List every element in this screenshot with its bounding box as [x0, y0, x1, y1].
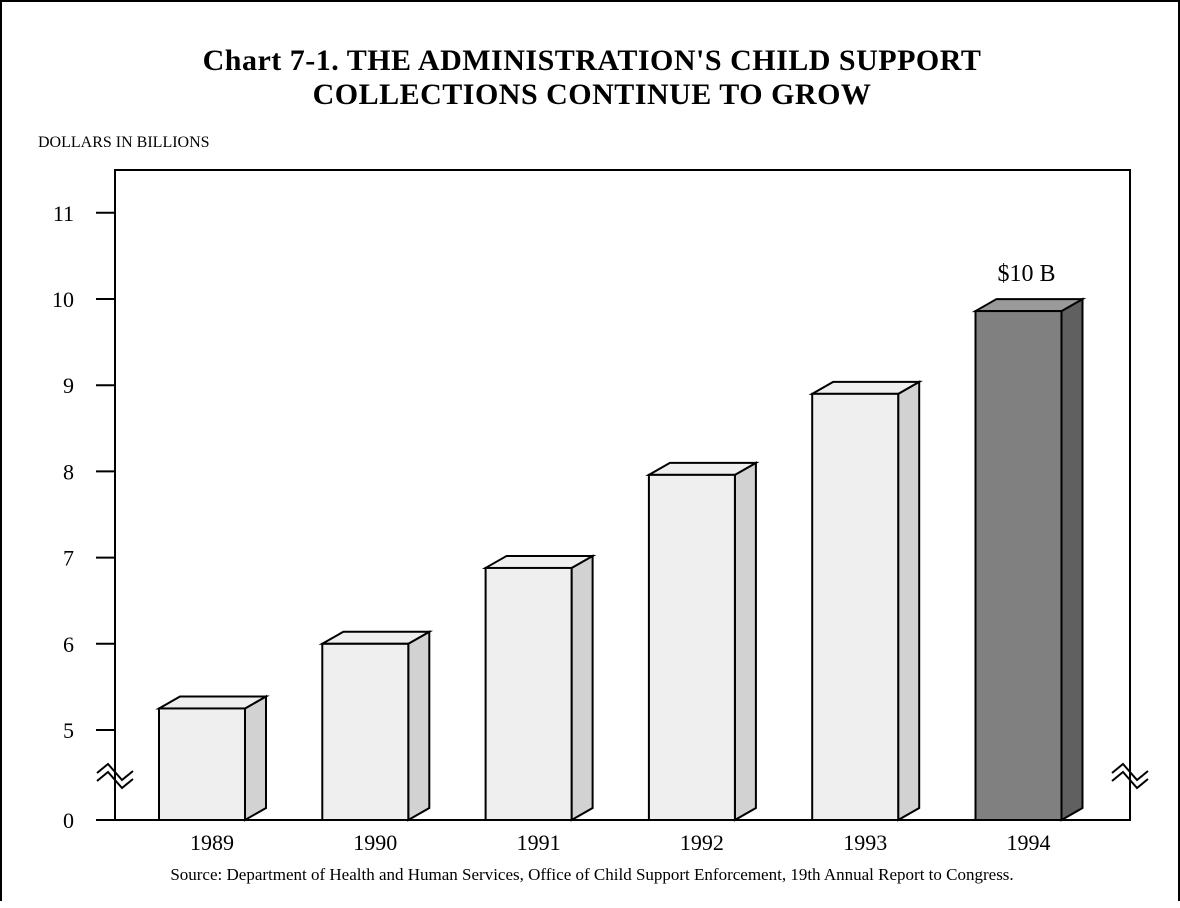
- axis-break-left: [96, 762, 134, 790]
- x-tick-label-1992: 1992: [680, 830, 724, 855]
- data-label-1994: $10 B: [997, 261, 1055, 287]
- y-tick-label: 5: [63, 718, 74, 743]
- bar-side-1991: [570, 554, 594, 822]
- axis-break-right: [1111, 762, 1149, 790]
- bar-front-1994: [974, 310, 1063, 821]
- bar-1989: [155, 694, 270, 822]
- bar-top-1993: [808, 380, 923, 395]
- bar-side-1994: [1060, 297, 1084, 822]
- axis-break-right-line-bottom: [1111, 770, 1149, 790]
- bar-top-1994: [971, 298, 1087, 313]
- y-tick-label: 8: [63, 459, 74, 484]
- bars: [155, 297, 1087, 822]
- chart-title-line2: COLLECTIONS CONTINUE TO GROW: [313, 78, 872, 111]
- y-tick-label: 9: [63, 373, 74, 398]
- bar-1993: [808, 380, 923, 822]
- axis-break-left-line-bottom: [96, 770, 134, 790]
- bar-top-1992: [645, 461, 760, 476]
- bar-side-1992: [733, 461, 757, 822]
- x-tick-label-1991: 1991: [517, 830, 561, 855]
- bar-front-1991: [484, 566, 573, 821]
- bar-top-1990: [318, 630, 434, 645]
- bar-1994: [971, 297, 1087, 822]
- y-tick-label: 6: [63, 632, 74, 657]
- y-tick-label: 7: [63, 546, 74, 571]
- y-axis-unit-label: DOLLARS IN BILLIONS: [38, 134, 210, 151]
- x-tick-label-1989: 1989: [190, 830, 234, 855]
- y-tick-label: 0: [63, 808, 74, 833]
- y-tick-label: 11: [53, 201, 74, 226]
- chart-title-line1: Chart 7-1. THE ADMINISTRATION'S CHILD SU…: [203, 44, 982, 77]
- axis-break-left-line-top: [96, 762, 134, 782]
- bar-front-1989: [158, 707, 246, 822]
- bar-front-1993: [811, 392, 900, 821]
- bar-top-1991: [481, 554, 597, 569]
- bar-1992: [645, 461, 760, 822]
- bar-top-1989: [155, 695, 270, 710]
- axis-break-right-line-top: [1111, 762, 1149, 782]
- bar-side-1989: [244, 694, 267, 822]
- plot-frame: [114, 169, 1131, 821]
- source-note: Source: Department of Health and Human S…: [170, 865, 1013, 884]
- x-tick-label-1993: 1993: [843, 830, 887, 855]
- y-axis: 0 5 6 7 8 9 10 11: [52, 201, 115, 833]
- x-axis: 1989 1990 1991 1992 1993 1994: [190, 830, 1051, 855]
- x-tick-label-1994: 1994: [1007, 830, 1051, 855]
- bar-1991: [481, 554, 597, 822]
- bar-1990: [318, 630, 434, 822]
- bar-front-1990: [321, 642, 410, 821]
- bar-side-1993: [897, 380, 921, 822]
- bar-front-1992: [647, 473, 736, 821]
- bar-side-1990: [407, 630, 431, 822]
- x-tick-label-1990: 1990: [353, 830, 397, 855]
- y-tick-label: 10: [52, 287, 74, 312]
